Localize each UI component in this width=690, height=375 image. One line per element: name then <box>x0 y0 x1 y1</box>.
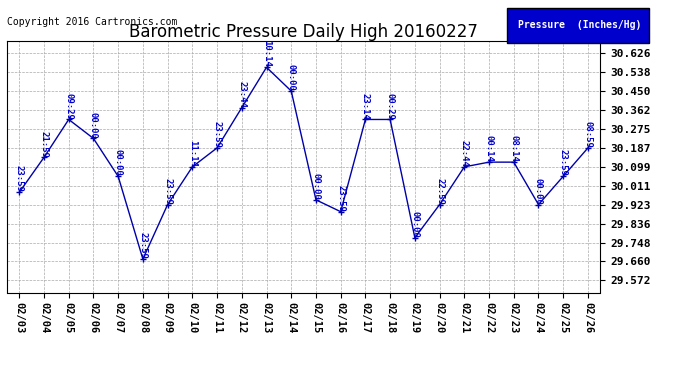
Text: 00:14: 00:14 <box>484 135 493 162</box>
Text: 22:44: 22:44 <box>460 140 469 167</box>
Text: 10:14: 10:14 <box>262 40 271 68</box>
Text: Copyright 2016 Cartronics.com: Copyright 2016 Cartronics.com <box>7 17 177 27</box>
Text: 23:59: 23:59 <box>139 232 148 259</box>
Text: 00:00: 00:00 <box>114 150 123 176</box>
Text: 00:00: 00:00 <box>311 173 320 200</box>
Text: 21:59: 21:59 <box>39 130 48 158</box>
Text: 00:29: 00:29 <box>386 93 395 120</box>
Text: 23:59: 23:59 <box>559 150 568 176</box>
Text: 23:59: 23:59 <box>14 165 23 192</box>
Text: 11:14: 11:14 <box>188 140 197 167</box>
Text: 23:44: 23:44 <box>237 81 246 108</box>
Title: Barometric Pressure Daily High 20160227: Barometric Pressure Daily High 20160227 <box>129 23 478 41</box>
Text: 08:59: 08:59 <box>584 121 593 148</box>
Text: 08:14: 08:14 <box>509 135 518 162</box>
Text: Pressure  (Inches/Hg): Pressure (Inches/Hg) <box>518 20 641 30</box>
Text: 23:59: 23:59 <box>213 121 221 148</box>
Text: 23:14: 23:14 <box>361 93 370 120</box>
Text: 00:00: 00:00 <box>411 211 420 238</box>
Text: 22:59: 22:59 <box>435 178 444 205</box>
Text: 00:00: 00:00 <box>287 64 296 91</box>
Text: 23:59: 23:59 <box>336 185 345 212</box>
Text: 00:00: 00:00 <box>89 111 98 138</box>
Text: 23:59: 23:59 <box>163 178 172 205</box>
Text: 09:29: 09:29 <box>64 93 73 120</box>
Text: 00:00: 00:00 <box>534 178 543 205</box>
